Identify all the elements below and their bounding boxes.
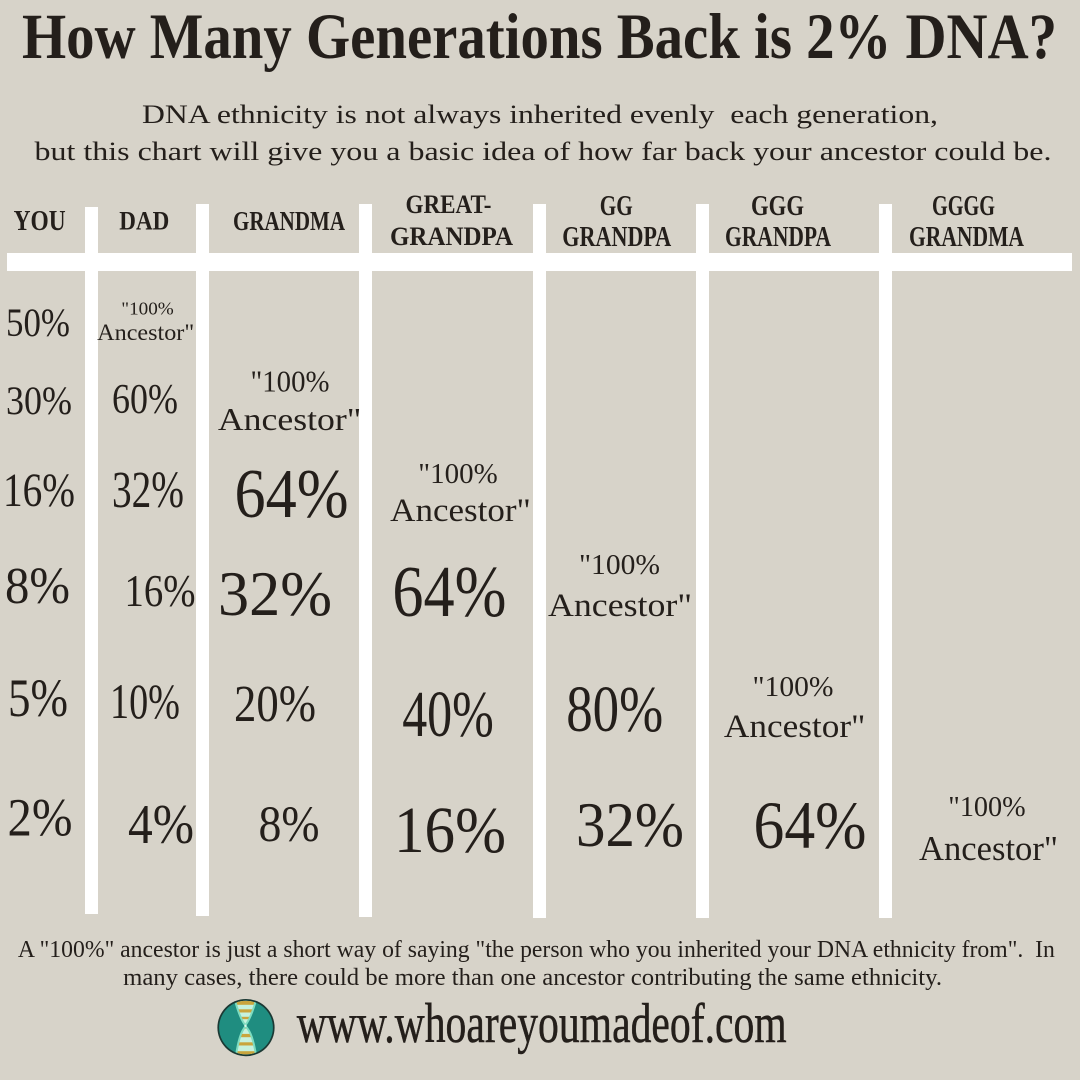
svg-text:4%: 4% (128, 794, 194, 856)
svg-text:"100%: "100% (753, 671, 834, 703)
svg-text:16%: 16% (394, 794, 506, 867)
svg-text:"100%: "100% (121, 299, 174, 319)
svg-text:10%: 10% (110, 673, 180, 729)
svg-text:40%: 40% (402, 678, 494, 751)
svg-text:Ancestor": Ancestor" (390, 493, 531, 529)
svg-text:64%: 64% (754, 787, 867, 863)
svg-text:GRANDPA: GRANDPA (725, 222, 832, 253)
svg-text:GRANDMA: GRANDMA (909, 222, 1025, 253)
svg-text:2%: 2% (8, 788, 73, 848)
svg-text:GGG: GGG (751, 191, 804, 222)
svg-text:Ancestor": Ancestor" (548, 588, 692, 624)
svg-text:YOU: YOU (14, 206, 66, 237)
svg-text:60%: 60% (112, 377, 178, 423)
svg-text:but this chart will give you a: but this chart will give you a basic ide… (35, 137, 1052, 166)
svg-text:32%: 32% (112, 462, 184, 519)
svg-text:8%: 8% (259, 797, 320, 853)
svg-text:GRANDMA: GRANDMA (233, 205, 345, 236)
svg-text:32%: 32% (218, 558, 332, 629)
svg-text:64%: 64% (392, 551, 506, 632)
svg-text:8%: 8% (5, 558, 70, 615)
svg-text:"100%: "100% (579, 549, 660, 581)
svg-text:Ancestor": Ancestor" (97, 320, 194, 345)
svg-text:GRANDPA: GRANDPA (562, 222, 672, 253)
svg-text:GGGG: GGGG (932, 191, 995, 222)
svg-text:Ancestor": Ancestor" (919, 829, 1058, 868)
svg-text:www.whoareyoumadeof.com: www.whoareyoumadeof.com (297, 993, 787, 1055)
svg-text:"100%: "100% (948, 792, 1025, 823)
svg-text:16%: 16% (125, 565, 196, 616)
svg-text:32%: 32% (576, 789, 684, 860)
svg-text:16%: 16% (3, 464, 75, 517)
svg-text:DNA ethnicity is not always in: DNA ethnicity is not always inherited ev… (142, 100, 938, 129)
svg-text:GG: GG (600, 191, 633, 222)
svg-text:Ancestor": Ancestor" (724, 709, 866, 745)
svg-text:GREAT-: GREAT- (406, 190, 492, 219)
svg-text:64%: 64% (235, 456, 349, 533)
svg-text:GRANDPA: GRANDPA (390, 222, 513, 251)
svg-text:"100%: "100% (418, 458, 497, 490)
svg-text:A "100%" ancestor is just a sh: A "100%" ancestor is just a short way of… (18, 937, 1055, 963)
svg-text:5%: 5% (8, 668, 68, 728)
svg-text:20%: 20% (234, 676, 316, 733)
svg-text:"100%: "100% (251, 364, 330, 399)
svg-text:Ancestor": Ancestor" (218, 401, 362, 437)
svg-text:30%: 30% (6, 378, 72, 423)
svg-text:many cases, there could be mor: many cases, there could be more than one… (123, 965, 942, 991)
svg-text:DAD: DAD (119, 207, 169, 236)
svg-text:50%: 50% (6, 300, 70, 345)
svg-text:How Many Generations Back is 2: How Many Generations Back is 2% DNA? (22, 1, 1057, 73)
svg-text:80%: 80% (566, 673, 663, 746)
